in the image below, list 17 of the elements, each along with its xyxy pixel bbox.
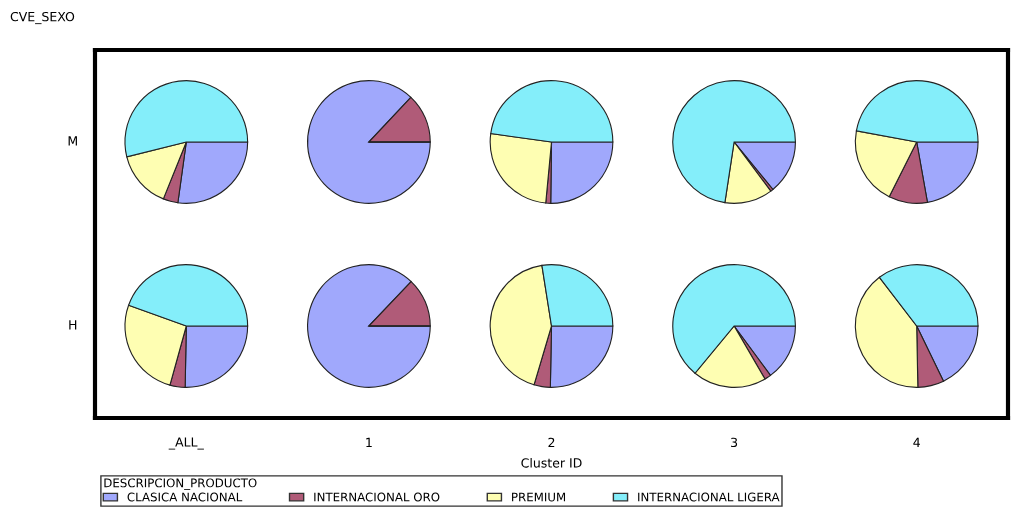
text: _ALL_ <box>168 437 204 450</box>
text: H <box>69 320 77 330</box>
pie-slice <box>307 80 431 204</box>
legend-label: PREMIUM <box>512 492 566 502</box>
text: 2 <box>548 437 555 447</box>
legend-label: CLASICA NACIONAL <box>127 492 243 502</box>
text: Cluster ID <box>521 457 582 468</box>
legend-label: INTERNACIONAL LIGERA <box>638 492 780 502</box>
text: 1 <box>366 437 372 447</box>
pie-slice <box>307 264 431 388</box>
text: M <box>68 136 77 146</box>
text: CVE_SEXO <box>10 11 75 25</box>
legend-label: INTERNACIONAL ORO <box>314 492 440 502</box>
text: 4 <box>913 437 920 447</box>
text: 3 <box>731 437 738 448</box>
pie-slice <box>672 80 796 204</box>
legend-title: DESCRIPCION_PRODUCTO <box>104 478 257 490</box>
